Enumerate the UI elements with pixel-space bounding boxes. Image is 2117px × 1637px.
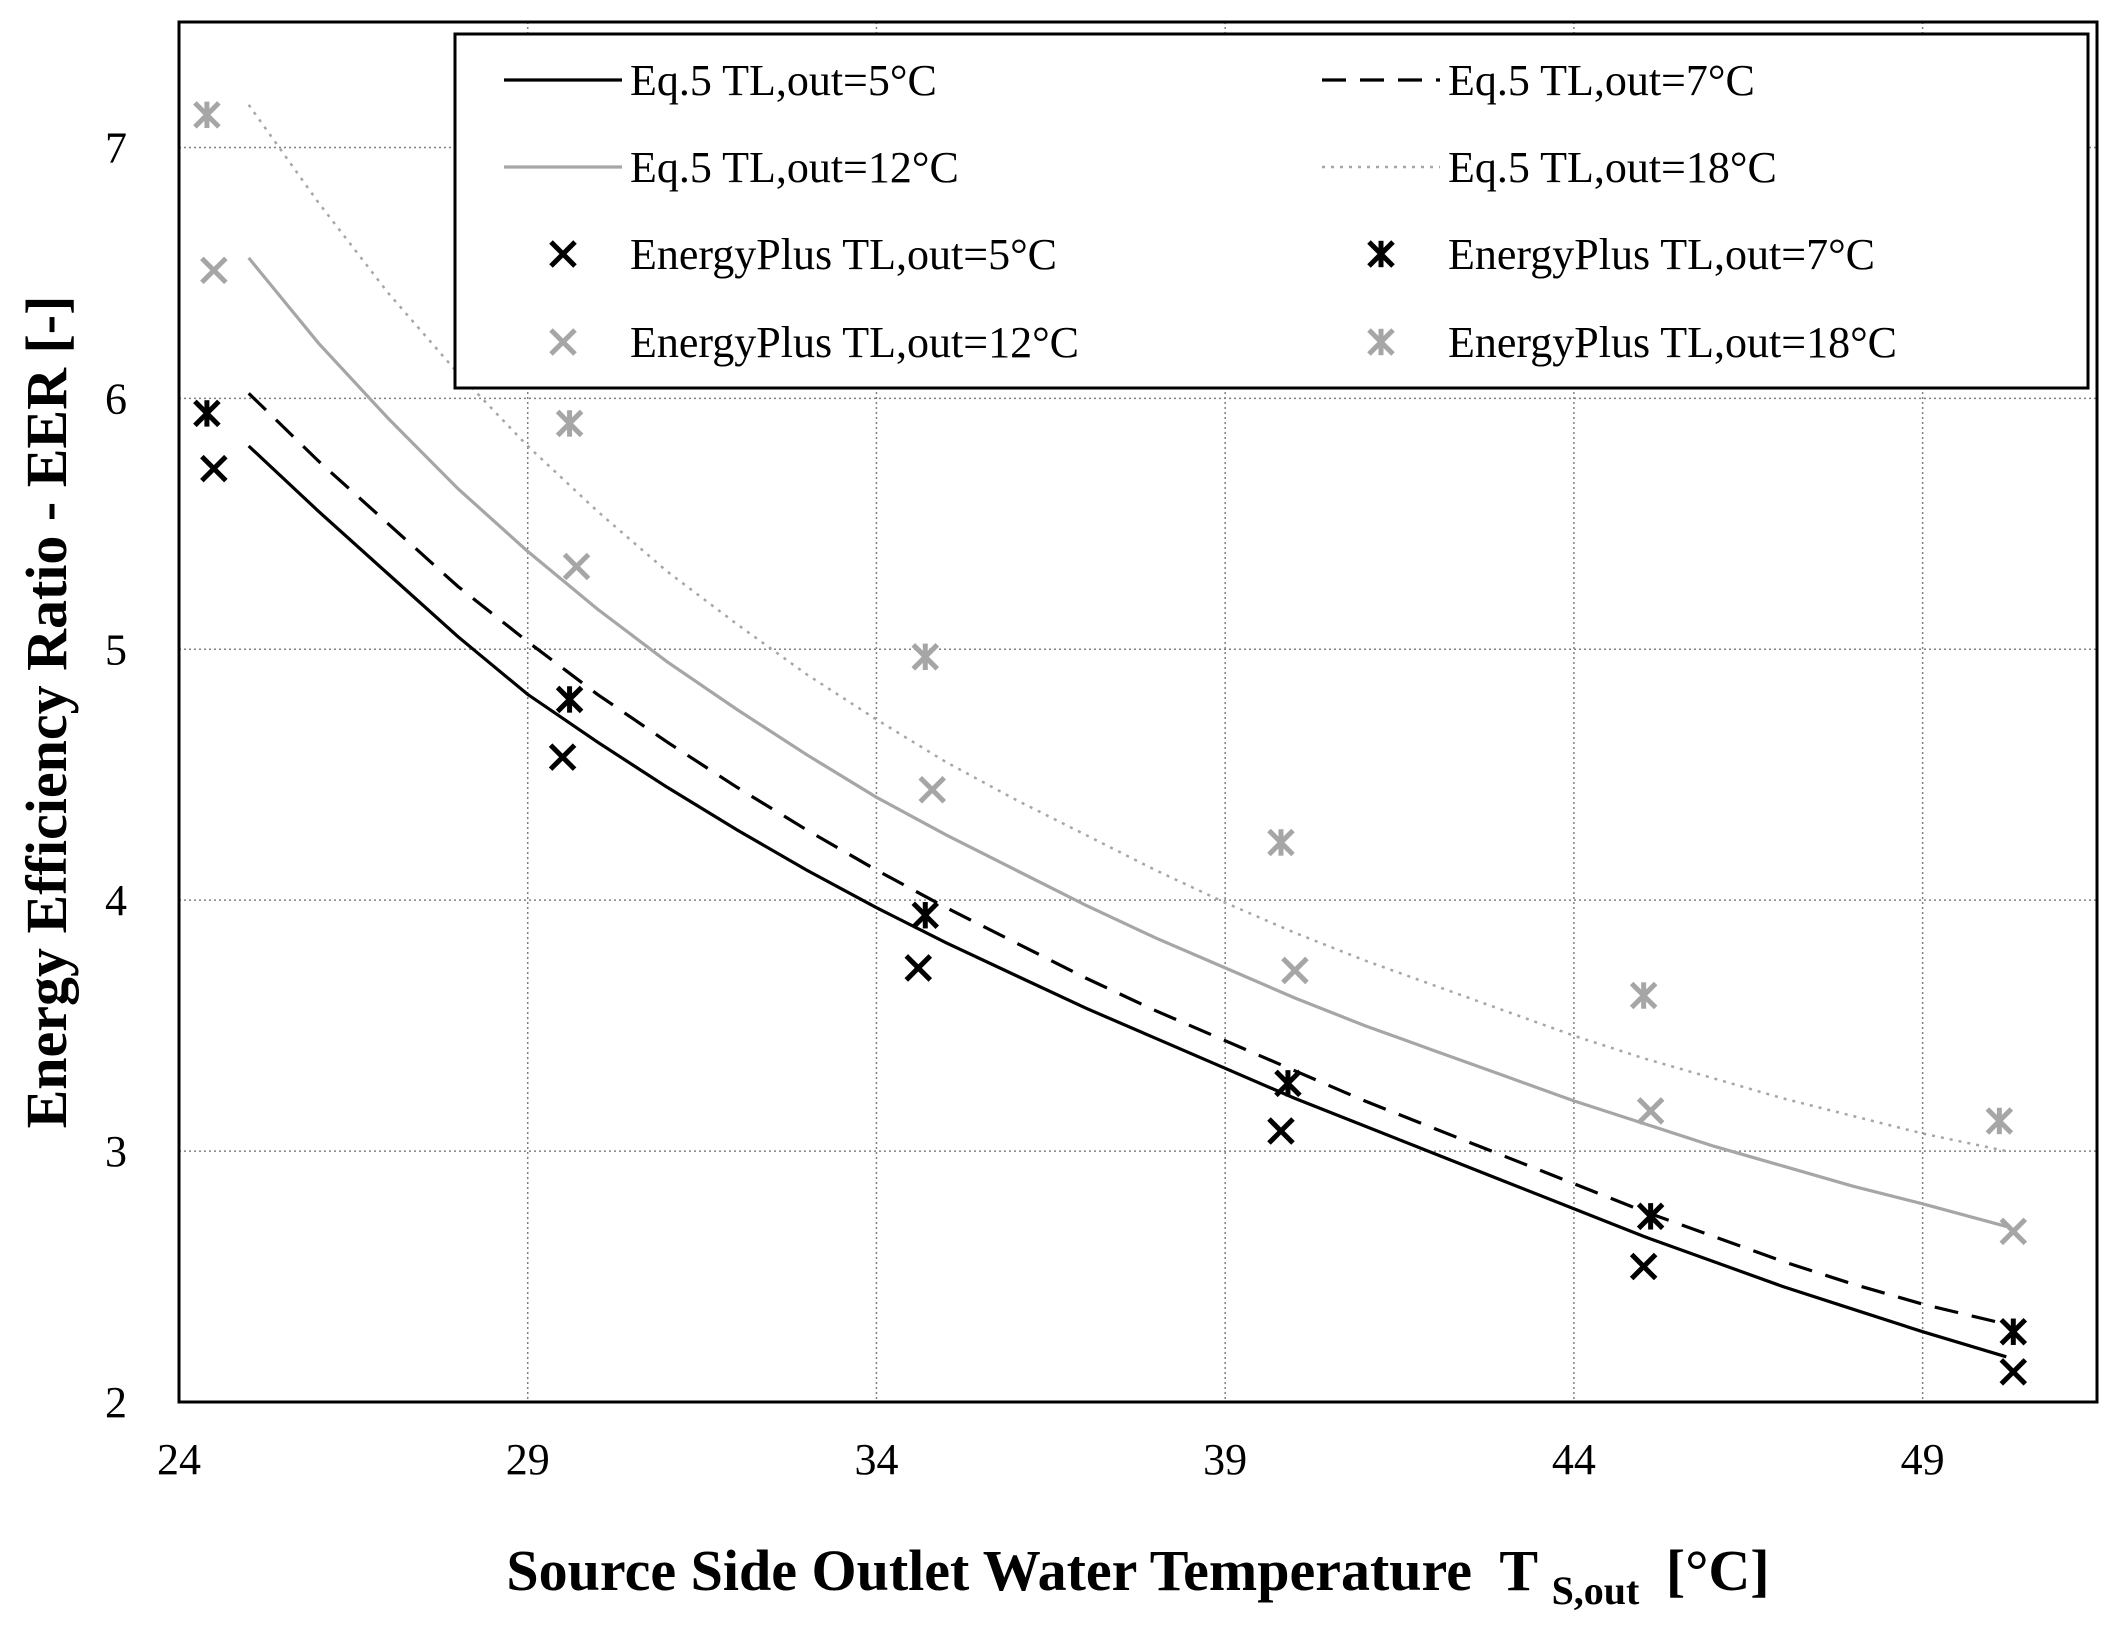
data-point-energyplus-tl-out-18-c [1267,828,1295,857]
data-point-energyplus-tl-out-7-c [1999,1317,2028,1346]
x-tick-label: 24 [157,1435,201,1484]
data-point-energyplus-tl-out-12-c [200,256,228,285]
legend-entry-energyplus-tl-out-18-c: EnergyPlus TL,out=18°C [1367,318,1897,367]
y-tick-label: 4 [105,876,127,925]
x-axis-title-subscript: S,out [1552,1568,1640,1613]
series-layer [247,104,2007,1359]
data-point-energyplus-tl-out-18-c [193,101,221,129]
series-line-eq-5-tl-out-7-c [247,392,2007,1326]
data-point-energyplus-tl-out-12-c [1281,956,1309,985]
y-axis-title: Energy Efficiency Ratio - EER [-] [14,296,79,1129]
x-tick-label: 44 [1552,1435,1596,1484]
y-tick-label: 5 [105,625,127,674]
legend-label: EnergyPlus TL,out=18°C [1448,318,1897,367]
legend-entry-energyplus-tl-out-7-c: EnergyPlus TL,out=7°C [1367,230,1875,279]
plot-area-frame [177,20,2099,1404]
legend: Eq.5 TL,out=5°C Eq.5 TL,out=7°C Eq.5 TL,ou… [453,32,2090,390]
legend-entry-eq-5-tl-out-5-c: Eq.5 TL,out=5°C [504,56,937,105]
data-point-energyplus-tl-out-5-c [904,954,933,982]
data-point-energyplus-tl-out-5-c [200,454,228,483]
data-point-energyplus-tl-out-7-c [911,901,940,930]
x-tick-label: 29 [506,1435,550,1484]
data-point-energyplus-tl-out-5-c [1999,1358,2028,1386]
legend-marker-swatch [1367,240,1395,268]
legend-label: Eq.5 TL,out=5°C [630,56,937,105]
legend-entry-eq-5-tl-out-18-c: Eq.5 TL,out=18°C [1322,143,1777,192]
y-tick-label: 2 [105,1378,127,1427]
data-point-energyplus-tl-out-12-c [562,552,591,581]
x-axis-title-symbol: T [1499,1538,1537,1603]
data-point-energyplus-tl-out-7-c [193,399,221,428]
data-point-energyplus-tl-out-18-c [1629,981,1658,1010]
y-tick-label: 7 [105,123,127,172]
x-tick-label: 34 [854,1435,898,1484]
data-point-energyplus-tl-out-7-c [555,685,584,714]
x-axis-title-unit: [°C] [1666,1538,1770,1603]
series-line-eq-5-tl-out-18-c [247,104,2007,1153]
series-line-eq-5-tl-out-12-c [247,256,2007,1228]
data-point-energyplus-tl-out-18-c [555,409,584,438]
legend-label: Eq.5 TL,out=12°C [630,143,959,192]
data-point-energyplus-tl-out-18-c [911,643,940,671]
legend-marker-swatch [1367,328,1395,356]
legend-entry-energyplus-tl-out-12-c: EnergyPlus TL,out=12°C [549,318,1079,367]
y-tick-label: 6 [105,374,127,423]
marker-layer [193,101,2028,1386]
legend-label: Eq.5 TL,out=18°C [1448,143,1777,192]
x-tick-label: 39 [1203,1435,1247,1484]
legend-label: Eq.5 TL,out=7°C [1448,56,1755,105]
data-point-energyplus-tl-out-5-c [1267,1117,1295,1145]
data-point-energyplus-tl-out-18-c [1985,1107,2014,1135]
data-point-energyplus-tl-out-5-c [1629,1252,1658,1281]
y-tick-label: 3 [105,1127,127,1176]
legend-marker-swatch [549,328,577,356]
data-point-energyplus-tl-out-12-c [918,776,947,804]
legend-entry-eq-5-tl-out-7-c: Eq.5 TL,out=7°C [1322,56,1755,105]
data-point-energyplus-tl-out-5-c [548,743,577,771]
legend-entry-energyplus-tl-out-5-c: EnergyPlus TL,out=5°C [549,230,1057,279]
data-point-energyplus-tl-out-12-c [1636,1097,1665,1125]
legend-marker-swatch [549,240,577,268]
legend-label: EnergyPlus TL,out=12°C [630,318,1079,367]
legend-entry-eq-5-tl-out-12-c: Eq.5 TL,out=12°C [504,143,959,192]
x-axis-title: Source Side Outlet Water Temperature T S… [506,1538,1769,1617]
legend-box [453,32,2090,390]
series-line-eq-5-tl-out-5-c [247,444,2007,1359]
legend-label: EnergyPlus TL,out=5°C [630,230,1057,279]
legend-label: EnergyPlus TL,out=7°C [1448,230,1875,279]
data-point-energyplus-tl-out-7-c [1274,1069,1302,1098]
x-tick-label: 49 [1901,1435,1945,1484]
x-axis-title-main: Source Side Outlet Water Temperature [506,1538,1472,1603]
data-point-energyplus-tl-out-12-c [1999,1217,2028,1246]
data-point-energyplus-tl-out-7-c [1636,1202,1665,1231]
